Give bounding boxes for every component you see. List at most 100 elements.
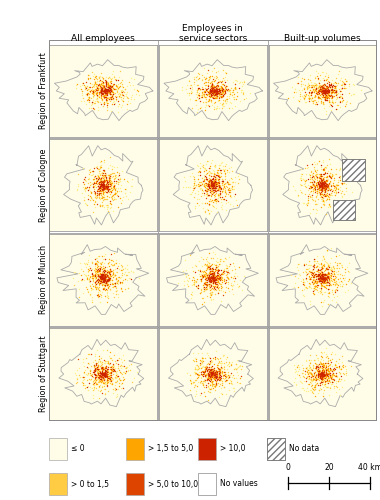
Point (311, 282, 317, 290)
Point (98, 180, 104, 188)
Point (210, 370, 216, 378)
Point (212, 195, 218, 203)
Point (302, 177, 308, 185)
Point (336, 364, 342, 372)
Point (100, 185, 106, 193)
Point (225, 368, 231, 376)
Point (236, 282, 242, 290)
Point (209, 88, 215, 96)
Point (334, 264, 340, 272)
Point (119, 86, 125, 94)
Point (320, 178, 326, 186)
Point (308, 373, 314, 381)
Point (332, 182, 338, 190)
Point (240, 90, 246, 98)
Point (110, 98, 116, 106)
Point (101, 175, 107, 183)
Point (103, 358, 109, 366)
Point (315, 276, 321, 283)
Point (318, 97, 324, 105)
Point (223, 190, 230, 198)
Point (97, 72, 103, 80)
Point (85, 272, 91, 280)
Point (91, 100, 97, 108)
Point (207, 276, 213, 284)
Point (82, 188, 88, 196)
Point (203, 376, 209, 384)
Point (124, 92, 130, 100)
Point (100, 272, 106, 280)
Point (93, 72, 100, 80)
Point (339, 179, 345, 187)
Point (103, 88, 109, 96)
Point (97, 181, 103, 189)
Point (316, 274, 322, 281)
Point (98, 181, 104, 189)
Point (324, 359, 330, 367)
Point (107, 88, 113, 96)
Point (306, 282, 312, 290)
Point (98, 364, 104, 372)
Point (325, 289, 331, 297)
Point (207, 282, 214, 290)
Point (326, 279, 332, 287)
Point (207, 359, 213, 367)
Point (229, 174, 235, 182)
Point (198, 185, 204, 193)
Point (234, 92, 240, 100)
Point (201, 93, 207, 101)
Point (98, 70, 104, 78)
Point (209, 274, 215, 282)
Point (326, 169, 332, 177)
Point (105, 284, 111, 292)
Point (214, 90, 220, 98)
Point (214, 87, 220, 95)
Point (198, 184, 204, 192)
Point (315, 184, 321, 192)
Point (320, 86, 326, 94)
Point (111, 184, 117, 192)
Point (211, 276, 217, 284)
Point (106, 282, 112, 290)
Point (333, 96, 339, 104)
Point (96, 283, 102, 291)
Point (92, 203, 98, 211)
Point (84, 268, 90, 276)
Point (96, 266, 102, 274)
Point (320, 272, 326, 280)
Point (92, 198, 98, 205)
Point (319, 369, 325, 377)
Point (203, 95, 209, 103)
Point (97, 86, 103, 94)
Point (109, 273, 116, 281)
Point (105, 374, 111, 382)
Point (203, 362, 209, 370)
Point (218, 198, 224, 206)
Point (108, 379, 114, 387)
Point (108, 180, 114, 188)
Point (315, 372, 321, 380)
Point (212, 180, 218, 188)
Point (320, 269, 326, 277)
Point (94, 192, 100, 200)
Point (223, 256, 230, 264)
Point (117, 384, 124, 392)
Point (92, 274, 98, 281)
Point (315, 178, 321, 186)
Point (216, 364, 222, 372)
Point (98, 374, 104, 382)
Point (321, 84, 328, 92)
Point (111, 260, 117, 268)
Point (95, 364, 101, 372)
Point (99, 368, 105, 376)
Point (92, 364, 98, 372)
Point (101, 176, 107, 184)
Point (204, 264, 211, 272)
Point (101, 166, 107, 173)
Point (213, 86, 219, 94)
Point (217, 92, 223, 100)
Point (317, 81, 323, 89)
Point (328, 80, 334, 88)
Point (323, 184, 329, 192)
Polygon shape (57, 244, 149, 314)
